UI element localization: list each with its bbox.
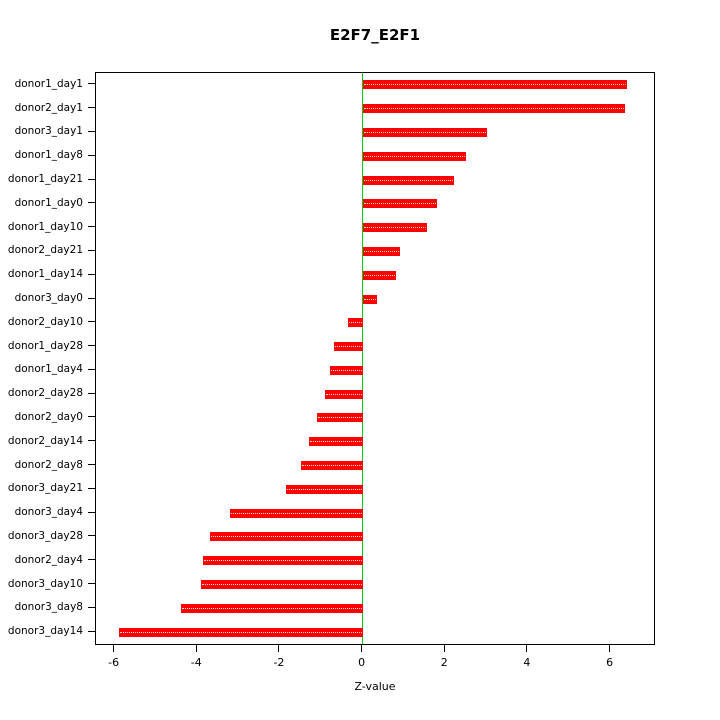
bar-donor1_day21 <box>362 175 454 185</box>
chart-title: E2F7_E2F1 <box>329 26 421 44</box>
y-tick <box>88 487 95 489</box>
y-tick <box>88 464 95 466</box>
bar-donor1_day28 <box>333 342 363 352</box>
bar-donor1_day1 <box>362 80 628 90</box>
y-tick <box>88 559 95 561</box>
x-tick <box>113 645 115 652</box>
y-tick <box>88 392 95 394</box>
y-axis-label: donor1_day8 <box>14 149 83 162</box>
y-tick <box>88 368 95 370</box>
bar-donor1_day8 <box>362 151 466 161</box>
y-tick <box>88 226 95 228</box>
x-tick-label: 0 <box>358 656 366 669</box>
y-axis-label: donor3_day21 <box>7 482 83 495</box>
x-tick-label: -4 <box>190 656 202 669</box>
y-tick <box>88 630 95 632</box>
y-axis: donor1_day1 donor2_day1 donor3_day1 donor1_… <box>0 72 95 645</box>
y-tick <box>88 273 95 275</box>
y-tick <box>88 154 95 156</box>
y-tick <box>88 130 95 132</box>
y-tick <box>88 107 95 109</box>
x-tick-label: 4 <box>523 656 531 669</box>
y-tick <box>88 440 95 442</box>
bar-donor3_day21 <box>286 484 363 494</box>
y-axis-label: donor1_day4 <box>14 363 83 376</box>
y-axis-label: donor1_day14 <box>7 268 83 281</box>
bar-donor2_day8 <box>300 461 363 471</box>
bar-donor2_day0 <box>317 413 363 423</box>
bar-donor1_day4 <box>329 365 363 375</box>
y-axis-label: donor1_day21 <box>7 173 83 186</box>
bar-donor3_day8 <box>180 603 363 613</box>
y-axis-label: donor2_day8 <box>14 458 83 471</box>
y-tick <box>88 321 95 323</box>
y-axis-label: donor2_day4 <box>14 553 83 566</box>
x-tick-label: 2 <box>440 656 448 669</box>
y-axis-label: donor3_day8 <box>14 601 83 614</box>
y-axis-label: donor3_day4 <box>14 506 83 519</box>
bar-donor2_day1 <box>362 104 626 114</box>
y-axis-label: donor3_day14 <box>7 625 83 638</box>
y-tick <box>88 249 95 251</box>
bar-donor3_day10 <box>201 580 363 590</box>
y-axis-label: donor2_day1 <box>14 101 83 114</box>
y-axis-label: donor3_day10 <box>7 577 83 590</box>
y-tick <box>88 511 95 513</box>
y-axis-label: donor3_day1 <box>14 125 83 138</box>
x-tick-label: -2 <box>273 656 285 669</box>
x-tick <box>195 645 197 652</box>
y-axis-label: donor1_day28 <box>7 339 83 352</box>
y-axis-label: donor2_day21 <box>7 244 83 257</box>
y-tick <box>88 202 95 204</box>
y-axis-label: donor3_day28 <box>7 529 83 542</box>
x-tick <box>361 645 363 652</box>
x-axis: -6 -4 -2 0 2 4 6 <box>95 645 655 685</box>
bar-donor1_day0 <box>362 199 437 209</box>
x-tick <box>526 645 528 652</box>
y-axis-label: donor2_day10 <box>7 315 83 328</box>
bar-donor2_day21 <box>362 246 400 256</box>
y-tick <box>88 83 95 85</box>
y-tick <box>88 345 95 347</box>
y-axis-label: donor2_day28 <box>7 387 83 400</box>
zero-line <box>362 73 364 644</box>
bar-donor3_day14 <box>118 627 363 637</box>
y-axis-label: donor1_day0 <box>14 196 83 209</box>
y-tick <box>88 416 95 418</box>
y-tick <box>88 583 95 585</box>
y-axis-label: donor2_day14 <box>7 434 83 447</box>
y-tick <box>88 297 95 299</box>
bar-donor3_day1 <box>362 127 487 137</box>
bar-donor3_day4 <box>230 508 363 518</box>
y-tick <box>88 535 95 537</box>
y-axis-label: donor3_day0 <box>14 292 83 305</box>
bar-donor2_day28 <box>325 389 363 399</box>
y-axis-label: donor1_day10 <box>7 220 83 233</box>
bar-donor1_day14 <box>362 270 396 280</box>
x-tick <box>278 645 280 652</box>
x-tick-label: 6 <box>606 656 614 669</box>
bar-donor2_day10 <box>348 318 363 328</box>
bar-donor3_day28 <box>209 532 363 542</box>
y-axis-label: donor2_day0 <box>14 410 83 423</box>
plot-area <box>95 72 655 645</box>
x-axis-title: Z-value <box>354 680 396 693</box>
x-tick-label: -6 <box>108 656 120 669</box>
bar-donor2_day4 <box>203 556 363 566</box>
bar-donor2_day14 <box>308 437 363 447</box>
y-axis-label: donor1_day1 <box>14 77 83 90</box>
x-tick <box>443 645 445 652</box>
y-tick <box>88 606 95 608</box>
x-tick <box>609 645 611 652</box>
y-tick <box>88 178 95 180</box>
bar-donor3_day0 <box>362 294 378 304</box>
bar-donor1_day10 <box>362 223 427 233</box>
